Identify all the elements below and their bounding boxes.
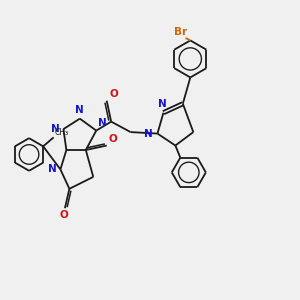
Text: CH₃: CH₃: [55, 128, 69, 137]
Text: N: N: [51, 124, 60, 134]
Text: O: O: [59, 210, 68, 220]
Text: N: N: [158, 99, 166, 109]
Text: N: N: [98, 118, 106, 128]
Text: O: O: [110, 89, 118, 99]
Text: Br: Br: [175, 27, 188, 38]
Text: N: N: [144, 129, 153, 139]
Text: N: N: [76, 105, 84, 115]
Text: N: N: [48, 164, 57, 174]
Text: O: O: [108, 134, 117, 144]
